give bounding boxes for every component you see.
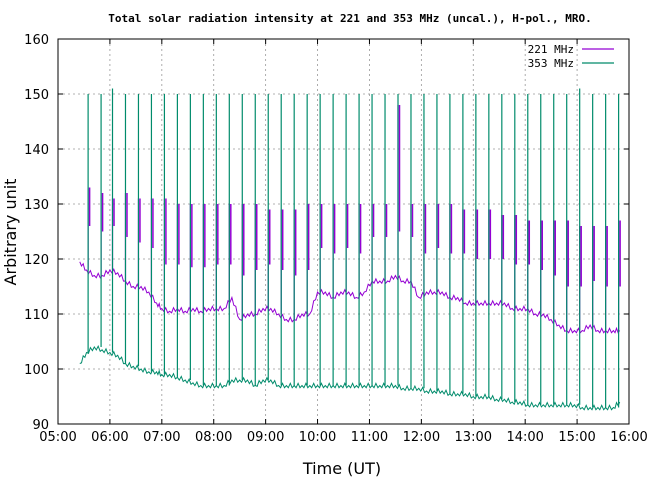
x-tick-label: 13:00 [455,430,492,445]
chart-title: Total solar radiation intensity at 221 a… [108,12,591,25]
series-line [79,261,621,334]
series-353-group [79,88,621,411]
y-tick-label: 130 [24,198,49,213]
y-tick-label: 150 [24,88,49,103]
y-tick-label: 160 [24,33,49,48]
grid [58,39,629,424]
x-tick-label: 16:00 [610,430,647,445]
x-tick-label: 07:00 [143,430,180,445]
series-line [79,344,621,411]
x-tick-label: 12:00 [403,430,440,445]
x-tick-label: 11:00 [351,430,388,445]
x-tick-label: 06:00 [91,430,128,445]
legend-label-221: 221 MHz [528,43,574,56]
plot-frame [57,38,630,425]
y-tick-label: 120 [24,253,49,268]
y-tick-label: 140 [24,143,49,158]
x-tick-label: 10:00 [299,430,336,445]
series-221-group [79,105,621,334]
x-axis-label: Time (UT) [302,459,381,478]
x-tick-label: 05:00 [39,430,76,445]
x-tick-label: 14:00 [506,430,543,445]
legend: 221 MHz 353 MHz [528,43,614,70]
x-tick-label: 09:00 [247,430,284,445]
x-axis-ticks: 05:00 06:00 07:00 08:00 09:00 10:00 11:00 12:00… [39,39,648,445]
y-tick-label: 90 [32,418,49,433]
y-axis-ticks: 90 100 110 120 130 140 150 160 [24,33,629,433]
x-tick-label: 15:00 [558,430,595,445]
y-tick-label: 110 [24,308,49,323]
y-axis-label: Arbitrary unit [1,179,20,286]
x-tick-label: 08:00 [195,430,232,445]
legend-label-353: 353 MHz [528,57,574,70]
y-tick-label: 100 [24,363,49,378]
